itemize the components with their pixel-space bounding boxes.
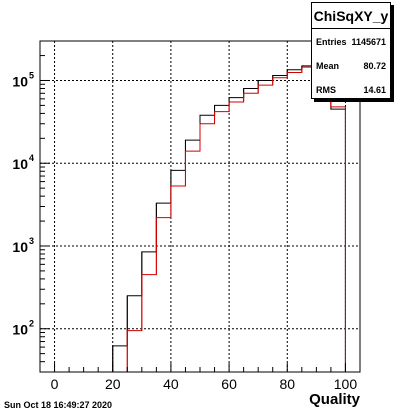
series-layer [40,65,360,373]
stats-title: ChiSqXY_y [312,3,390,29]
stats-box: ChiSqXY_y Entries 1145671 Mean 80.72 RMS… [311,2,391,99]
stats-entries-value: 1145671 [351,37,386,47]
x-tick-label: 20 [105,376,121,392]
x-tick-label: 0 [51,376,59,392]
y-tick-label: 10 [12,156,28,172]
y-tick-exponent: 2 [29,319,34,329]
y-tick-label: 10 [12,322,28,338]
y-tick-label: 10 [12,239,28,255]
x-tick-label: 60 [221,376,237,392]
y-tick-exponent: 5 [29,70,34,80]
x-tick-label: 40 [163,376,179,392]
stats-mean-label: Mean [316,61,340,71]
stats-mean-value: 80.72 [363,61,386,71]
x-tick-label: 100 [334,376,358,392]
x-tick-label: 80 [279,376,295,392]
stats-rms-value: 14.61 [363,85,386,95]
x-axis-title: Quality [309,391,360,408]
y-tick-exponent: 4 [29,153,34,163]
y-tick-exponent: 3 [29,236,34,246]
y-tick-label: 10 [12,73,28,89]
histogram-series-0 [40,65,360,373]
histogram-series-1 [40,66,360,373]
stats-entries-label: Entries [316,37,347,47]
footer-date: Sun Oct 18 16:49:27 2020 [4,400,113,410]
stats-rms-label: RMS [316,85,336,95]
